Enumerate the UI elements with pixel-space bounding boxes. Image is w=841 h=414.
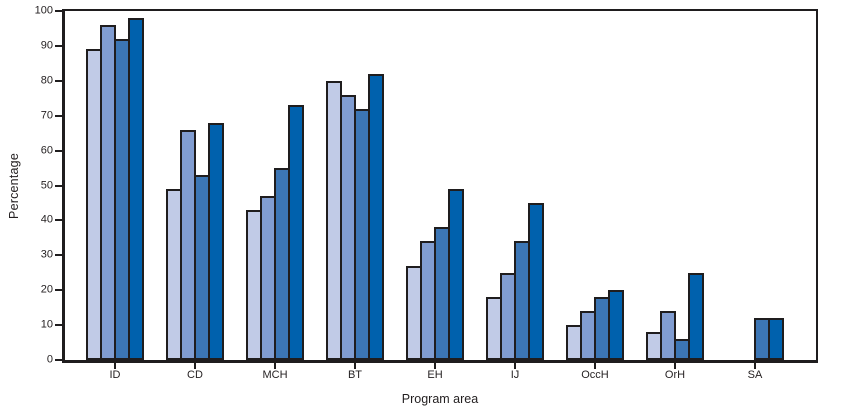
y-tick-mark [55,219,62,222]
x-tick-mark [354,363,356,369]
x-tick-mark [594,363,596,369]
bar-BT-series-4 [368,74,384,360]
y-tick-label: 60 [40,144,53,157]
x-category-label: OrH [664,369,686,381]
y-tick-label: 10 [40,318,53,331]
y-tick-label: 70 [40,109,53,122]
x-category-label: CD [187,369,203,381]
y-tick-mark [55,149,62,152]
y-tick-mark [55,359,62,361]
y-tick-mark [55,184,62,187]
y-tick-label: 30 [40,248,53,261]
bar-OccH-series-4 [608,290,624,360]
y-tick-label: 0 [46,353,53,366]
y-tick-mark [55,114,62,117]
bar-EH-series-4 [448,189,464,360]
x-category-label: OccH [581,369,609,381]
y-tick-label: 40 [40,213,53,226]
y-tick-mark [55,289,62,292]
x-category-label: EH [427,369,443,381]
bar-OrH-series-2 [660,311,676,360]
x-category-label: SA [747,369,763,381]
bar-ID-series-4 [128,18,144,360]
bar-MCH-series-4 [288,105,304,360]
x-category-label: BT [347,369,363,381]
y-tick-label: 20 [40,283,53,296]
x-category-label: MCH [262,369,288,381]
x-axis-title: Program area [401,392,479,406]
x-category-label: ID [109,369,121,381]
y-tick-mark [55,254,62,257]
x-category-label: IJ [510,369,520,381]
y-tick-label: 90 [40,39,53,52]
x-tick-mark [514,363,516,369]
x-tick-mark [194,363,196,369]
x-tick-mark [754,363,756,369]
bar-CD-series-4 [208,123,224,360]
y-tick-mark [55,79,62,82]
bar-IJ-series-4 [528,203,544,360]
x-tick-mark [114,363,116,369]
x-tick-mark [674,363,676,369]
y-tick-mark [55,324,62,327]
y-tick-label: 80 [40,74,53,87]
x-tick-mark [274,363,276,369]
bar-SA-series-4 [768,318,784,360]
y-tick-mark [55,10,62,12]
bar-OrH-series-4 [688,273,704,360]
y-tick-mark [55,44,62,47]
x-tick-mark [434,363,436,369]
y-tick-label: 100 [34,4,53,17]
y-tick-label: 50 [40,179,53,191]
